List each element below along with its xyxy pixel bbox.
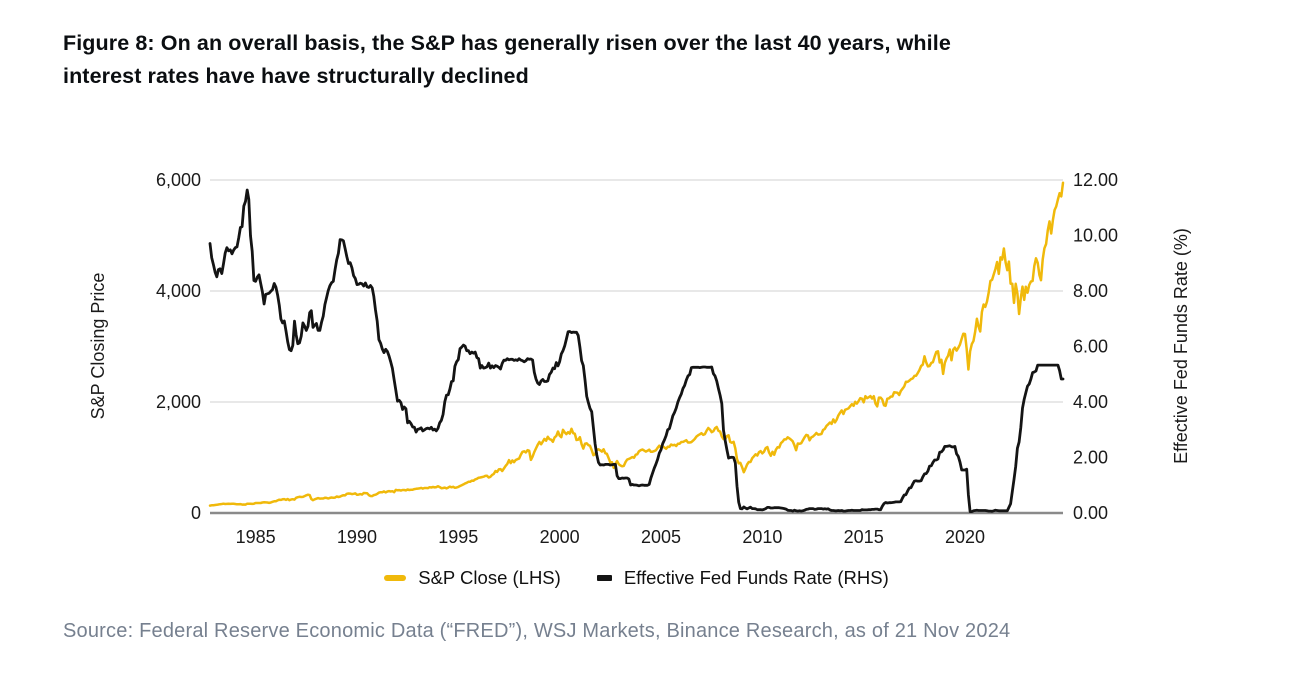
x-axis-tick-label: 1995 (438, 527, 478, 547)
right-axis-tick-label: 8.00 (1073, 281, 1108, 301)
x-axis-tick-label: 1985 (236, 527, 276, 547)
x-axis-tick-label: 2020 (945, 527, 985, 547)
x-axis-tick-label: 2000 (540, 527, 580, 547)
figure-title: Figure 8: On an overall basis, the S&P h… (63, 27, 1243, 93)
right-axis-title: Effective Fed Funds Rate (%) (1171, 228, 1191, 464)
right-axis-tick-label: 4.00 (1073, 392, 1108, 412)
left-axis-tick-label: 4,000 (156, 281, 201, 301)
chart-legend: S&P Close (LHS) Effective Fed Funds Rate… (210, 564, 1063, 592)
x-axis-tick-label: 2005 (641, 527, 681, 547)
series-lines (208, 181, 1065, 514)
legend-item-sp-close: S&P Close (LHS) (384, 567, 561, 589)
left-axis-title: S&P Closing Price (88, 273, 108, 420)
right-axis-tick-label: 0.00 (1073, 503, 1108, 523)
right-axis-tick-label: 6.00 (1073, 337, 1108, 357)
series-line-sp-close (208, 181, 1065, 507)
sp-close-line-swatch (384, 575, 407, 581)
left-axis-tick-label: 6,000 (156, 170, 201, 190)
legend-label-sp-close: S&P Close (LHS) (418, 567, 561, 588)
x-axis-tick-label: 2015 (844, 527, 884, 547)
x-axis-tick-label: 2010 (742, 527, 782, 547)
x-axis-tick-label: 1990 (337, 527, 377, 547)
fed-funds-line-swatch (596, 575, 612, 581)
right-axis-tick-label: 12.00 (1073, 170, 1118, 190)
source-note: Source: Federal Reserve Economic Data (“… (63, 620, 1011, 642)
series-line-fed-funds (208, 188, 1065, 514)
right-axis-tick-label: 10.00 (1073, 226, 1118, 246)
left-axis-tick-label: 0 (191, 503, 201, 523)
legend-item-fed-funds: Effective Fed Funds Rate (RHS) (596, 567, 889, 589)
gridlines (210, 179, 1063, 515)
right-axis-tick-label: 2.00 (1073, 448, 1108, 468)
figure-title-line2: interest rates have have structurally de… (63, 64, 529, 88)
axis-tick-labels: 0 2,000 4,000 6,000 0.00 2.00 4.00 6.00 8.00 10.0… (156, 170, 1118, 547)
figure-title-line1: Figure 8: On an overall basis, the S&P h… (63, 31, 951, 55)
left-axis-tick-label: 2,000 (156, 392, 201, 412)
legend-label-fed-funds: Effective Fed Funds Rate (RHS) (623, 567, 889, 588)
